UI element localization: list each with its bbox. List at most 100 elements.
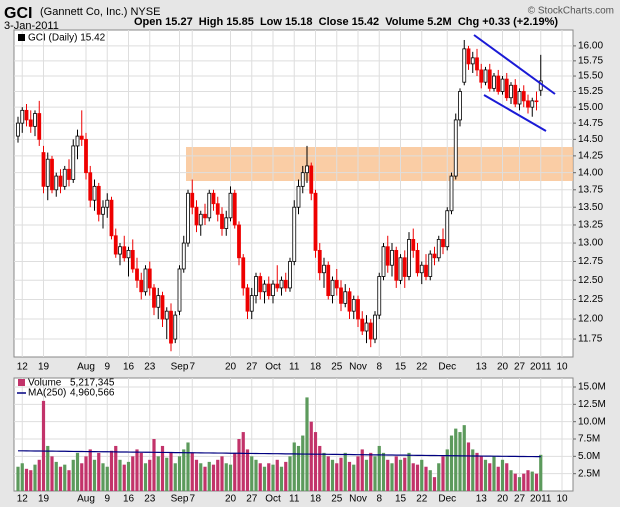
volume-bar xyxy=(58,466,63,491)
x-tick-label: 27 xyxy=(514,494,526,505)
volume-bar xyxy=(513,473,517,491)
candle-body xyxy=(279,279,284,289)
candle-body xyxy=(54,175,59,191)
volume-bar xyxy=(339,457,343,491)
volume-bar xyxy=(199,463,203,491)
x-tick-label: 15 xyxy=(395,362,407,373)
legend-value: 5,217,345 xyxy=(70,378,115,389)
x-tick-label: 11 xyxy=(289,494,300,505)
candle-body xyxy=(207,192,212,219)
volume-bar xyxy=(267,463,271,491)
volume-bar xyxy=(441,456,445,491)
volume-bar xyxy=(101,463,105,491)
candle-body xyxy=(526,100,530,108)
x-tick-label: Aug xyxy=(77,362,95,373)
legend-name: MA(250) xyxy=(28,388,66,399)
marks xyxy=(16,39,543,491)
volume-bar xyxy=(458,432,462,491)
candle-body xyxy=(334,279,339,289)
candle-body xyxy=(126,249,131,259)
volume-bar xyxy=(517,477,522,491)
volume-bar xyxy=(241,432,245,491)
candle-body xyxy=(249,295,254,312)
candle-body xyxy=(37,113,42,140)
y-tick-label: 5.0M xyxy=(578,451,600,462)
volume-bar xyxy=(148,459,152,491)
volume-bar xyxy=(428,470,432,491)
x-tick-label: Sep xyxy=(171,494,189,505)
volume-bar xyxy=(122,464,126,491)
volume-bar xyxy=(237,439,241,491)
candle-body xyxy=(390,249,394,266)
x-tick-label: 27 xyxy=(246,362,258,373)
volume-bar xyxy=(156,456,160,491)
volume-bar xyxy=(37,459,41,491)
x-tick-label: 2011 xyxy=(530,362,552,373)
volume-bar xyxy=(415,464,420,491)
y-tick-label: 14.00 xyxy=(578,167,603,178)
x-tick-label: 20 xyxy=(497,494,509,505)
volume-bar xyxy=(233,452,237,491)
candle-body xyxy=(466,48,471,65)
volume-bar xyxy=(245,449,250,491)
candle-body xyxy=(313,192,318,251)
candle-body xyxy=(109,199,114,237)
x-tick-label: 20 xyxy=(497,362,509,373)
volume-bar xyxy=(335,463,339,491)
candle-body xyxy=(309,165,314,194)
candle-body xyxy=(504,78,509,99)
candle-body xyxy=(385,246,390,266)
volume-bar xyxy=(92,459,97,491)
volume-bar xyxy=(386,459,390,491)
volume-bar xyxy=(165,457,169,491)
candle-body xyxy=(71,145,76,180)
candle-body xyxy=(237,224,241,259)
x-tick-label: 22 xyxy=(416,362,428,373)
x-tick-label: 2011 xyxy=(530,494,552,505)
candle-body xyxy=(475,57,479,71)
volume-bar xyxy=(432,477,437,491)
volume-bar xyxy=(279,466,284,491)
x-tick-label: 8 xyxy=(376,494,382,505)
candle-body xyxy=(16,122,20,137)
x-tick-label: Dec xyxy=(438,362,456,373)
x-tick-label: Oct xyxy=(265,494,281,505)
candle-body xyxy=(394,249,399,281)
candle-body xyxy=(513,84,518,105)
candle-body xyxy=(462,48,467,83)
candle-body xyxy=(232,192,237,226)
candle-body xyxy=(479,69,484,83)
volume-bar xyxy=(364,459,369,491)
x-tick-label: 23 xyxy=(144,494,156,505)
candle-body xyxy=(381,246,386,277)
ma-line xyxy=(18,450,541,458)
candle-body xyxy=(483,69,488,83)
volume-bar xyxy=(118,459,122,491)
candle-body xyxy=(292,206,297,262)
candle-body xyxy=(534,100,539,103)
candle-body xyxy=(173,314,178,340)
y-tick-label: 13.75 xyxy=(578,184,603,195)
volume-bar xyxy=(305,397,309,491)
candle-body xyxy=(351,299,356,312)
candle-body xyxy=(449,175,454,212)
volume-bar xyxy=(169,452,173,491)
volume-bar xyxy=(509,470,513,491)
candle-body xyxy=(496,75,501,92)
x-tick-label: 9 xyxy=(104,494,110,505)
candle-body xyxy=(228,192,233,219)
volume-bar xyxy=(207,461,211,491)
volume-bar xyxy=(445,449,449,491)
volume-bar xyxy=(526,470,530,491)
volume-bar xyxy=(296,445,301,491)
candle-body xyxy=(296,185,301,208)
volume-bar xyxy=(437,463,441,491)
x-tick-label: 9 xyxy=(104,362,110,373)
volume-bar xyxy=(343,452,347,491)
candle-body xyxy=(88,172,93,201)
volume-bar xyxy=(284,461,288,491)
volume-bar xyxy=(135,449,139,491)
candle-body xyxy=(492,75,496,89)
volume-bar xyxy=(33,464,37,491)
candle-body xyxy=(326,264,331,297)
